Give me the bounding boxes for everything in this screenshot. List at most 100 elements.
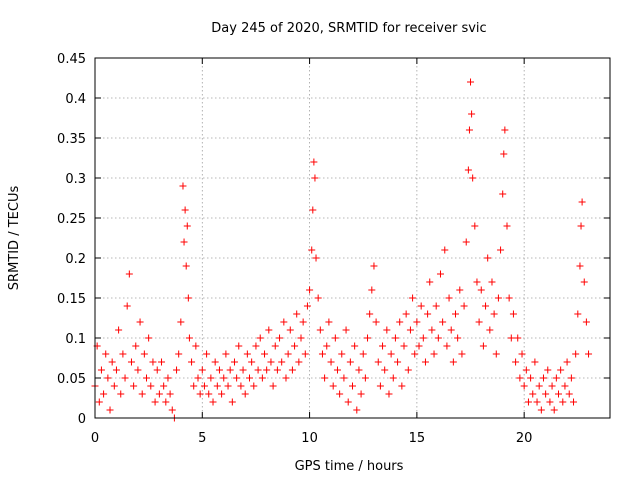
data-point — [447, 326, 455, 334]
data-point — [168, 406, 176, 414]
y-tick-label: 0.25 — [57, 212, 86, 227]
data-point — [574, 310, 582, 318]
data-point — [331, 334, 339, 342]
data-point — [509, 310, 517, 318]
data-point — [572, 350, 580, 358]
data-point — [404, 366, 412, 374]
data-point — [233, 374, 241, 382]
data-point — [464, 166, 472, 174]
data-point — [130, 382, 138, 390]
data-point — [250, 382, 258, 390]
data-point — [180, 238, 188, 246]
data-point — [400, 342, 408, 350]
data-point — [409, 294, 417, 302]
data-point — [309, 206, 317, 214]
data-point — [181, 206, 189, 214]
data-point — [95, 398, 103, 406]
data-point — [462, 238, 470, 246]
data-point — [258, 374, 266, 382]
data-point — [190, 382, 198, 390]
data-point — [110, 382, 118, 390]
data-point — [243, 350, 251, 358]
x-tick-label: 10 — [301, 431, 318, 446]
data-point — [565, 390, 573, 398]
data-point — [125, 270, 133, 278]
chart-title: Day 245 of 2020, SRMTID for receiver svi… — [211, 21, 486, 36]
data-point — [436, 270, 444, 278]
data-point — [222, 350, 230, 358]
y-tick-label: 0.4 — [65, 92, 86, 107]
data-point — [468, 110, 476, 118]
data-point — [293, 310, 301, 318]
data-point — [351, 342, 359, 350]
data-point — [368, 286, 376, 294]
data-point — [311, 174, 319, 182]
data-point — [299, 318, 307, 326]
data-point — [241, 390, 249, 398]
data-point — [235, 342, 243, 350]
data-point — [102, 350, 110, 358]
data-point — [546, 398, 554, 406]
x-tick-label: 0 — [91, 431, 99, 446]
data-point — [183, 222, 191, 230]
data-point — [149, 358, 157, 366]
data-point — [160, 382, 168, 390]
data-point — [342, 326, 350, 334]
data-point — [570, 398, 578, 406]
data-point — [278, 358, 286, 366]
data-point — [263, 366, 271, 374]
data-point — [503, 222, 511, 230]
data-point — [143, 374, 150, 382]
data-point — [316, 326, 324, 334]
data-point — [432, 302, 440, 310]
data-point — [297, 334, 305, 342]
x-axis-label: GPS time / hours — [295, 459, 404, 474]
data-point — [333, 366, 341, 374]
data-point — [239, 366, 247, 374]
data-point — [108, 358, 116, 366]
data-point — [411, 350, 419, 358]
data-point — [215, 366, 223, 374]
data-point — [194, 374, 202, 382]
data-point — [406, 326, 414, 334]
data-point — [230, 358, 238, 366]
data-point — [145, 334, 153, 342]
data-point — [153, 366, 161, 374]
data-point — [213, 382, 221, 390]
data-point — [344, 398, 352, 406]
y-tick-label: 0.15 — [57, 292, 86, 307]
data-point — [312, 254, 320, 262]
y-tick-label: 0.05 — [57, 372, 86, 387]
grid — [95, 58, 610, 418]
data-point — [505, 294, 513, 302]
data-point — [529, 390, 537, 398]
data-point — [374, 358, 382, 366]
data-point — [533, 398, 541, 406]
data-point — [288, 366, 296, 374]
data-point — [327, 358, 335, 366]
data-point — [443, 342, 451, 350]
data-point — [346, 358, 354, 366]
data-point — [123, 302, 131, 310]
data-point — [516, 374, 524, 382]
data-point — [544, 366, 552, 374]
data-point — [507, 334, 515, 342]
data-point — [469, 174, 477, 182]
data-point — [301, 350, 309, 358]
data-point — [271, 342, 279, 350]
data-point — [552, 374, 560, 382]
data-point — [184, 294, 192, 302]
data-point — [394, 358, 402, 366]
data-point — [121, 374, 129, 382]
data-point — [417, 302, 425, 310]
scatter-points — [91, 78, 593, 422]
data-point — [226, 366, 234, 374]
data-point — [314, 294, 322, 302]
y-tick-label: 0.35 — [57, 132, 86, 147]
data-point — [140, 350, 148, 358]
y-tick-label: 0.1 — [65, 332, 86, 347]
data-point — [276, 334, 284, 342]
data-point — [112, 366, 120, 374]
data-point — [490, 310, 498, 318]
